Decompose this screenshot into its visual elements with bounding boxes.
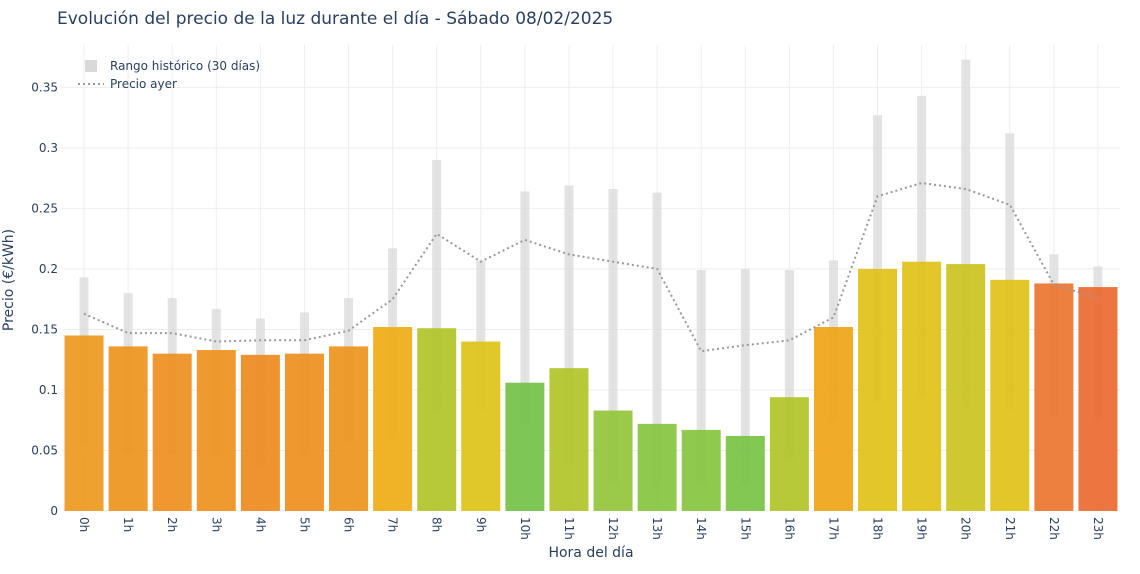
chart-title: Evolución del precio de la luz durante e… xyxy=(57,9,613,29)
bar-20h[interactable] xyxy=(946,264,986,511)
bar-3h[interactable] xyxy=(196,350,236,511)
x-tick-label: 2h xyxy=(165,517,179,532)
range-bar-18h[interactable] xyxy=(873,115,883,403)
bar-16h[interactable] xyxy=(769,397,809,511)
x-tick-label: 14h xyxy=(694,517,708,540)
x-tick-label: 13h xyxy=(650,517,664,540)
price-bars xyxy=(64,261,1118,511)
y-tick-label: 0.05 xyxy=(31,443,58,457)
x-tick-label: 17h xyxy=(826,517,840,540)
x-tick-label: 20h xyxy=(959,517,973,540)
bar-2h[interactable] xyxy=(152,353,192,511)
bar-5h[interactable] xyxy=(284,353,324,511)
x-tick-label: 15h xyxy=(738,517,752,540)
x-tick-label: 10h xyxy=(518,517,532,540)
x-tick-label: 5h xyxy=(297,517,311,532)
x-tick-label: 1h xyxy=(121,517,135,532)
x-tick-label: 21h xyxy=(1003,517,1017,540)
bar-8h[interactable] xyxy=(417,328,457,511)
range-bar-11h[interactable] xyxy=(564,185,574,466)
x-tick-label: 16h xyxy=(782,517,796,540)
y-tick-label: 0.3 xyxy=(39,141,58,155)
range-bar-9h[interactable] xyxy=(476,260,486,411)
x-tick-label: 19h xyxy=(915,517,929,540)
x-tick-label: 0h xyxy=(77,517,91,532)
x-tick-label: 18h xyxy=(871,517,885,540)
x-tick-label: 7h xyxy=(386,517,400,532)
y-tick-label: 0.25 xyxy=(31,201,58,215)
bar-11h[interactable] xyxy=(549,368,589,511)
legend-yesterday-label[interactable]: Precio ayer xyxy=(110,77,177,91)
bar-6h[interactable] xyxy=(329,346,369,511)
y-tick-label: 0.2 xyxy=(39,262,58,276)
range-bar-14h[interactable] xyxy=(696,270,706,486)
x-tick-label: 4h xyxy=(253,517,267,532)
y-tick-label: 0.1 xyxy=(39,383,58,397)
range-bar-8h[interactable] xyxy=(432,159,442,413)
range-bar-21h[interactable] xyxy=(1005,133,1015,411)
range-bar-16h[interactable] xyxy=(784,270,794,461)
bar-7h[interactable] xyxy=(373,327,413,511)
bar-14h[interactable] xyxy=(681,429,721,511)
x-tick-label: 9h xyxy=(474,517,488,532)
x-tick-label: 8h xyxy=(430,517,444,532)
legend: Rango histórico (30 días) Precio ayer xyxy=(78,59,260,91)
range-bar-10h[interactable] xyxy=(520,191,530,426)
bar-12h[interactable] xyxy=(593,410,633,511)
bar-15h[interactable] xyxy=(725,435,765,511)
y-tick-label: 0.35 xyxy=(31,80,58,94)
bar-10h[interactable] xyxy=(505,382,545,511)
bar-22h[interactable] xyxy=(1034,283,1074,511)
range-bar-12h[interactable] xyxy=(608,189,618,486)
bar-1h[interactable] xyxy=(108,346,148,511)
x-tick-label: 23h xyxy=(1091,517,1105,540)
bar-9h[interactable] xyxy=(461,341,501,511)
legend-range-label[interactable]: Rango histórico (30 días) xyxy=(110,59,260,73)
y-tick-label: 0 xyxy=(50,504,58,518)
bar-18h[interactable] xyxy=(858,268,898,511)
range-bar-19h[interactable] xyxy=(917,95,927,399)
range-bar-15h[interactable] xyxy=(740,268,750,485)
x-tick-label: 12h xyxy=(606,517,620,540)
bar-13h[interactable] xyxy=(637,423,677,511)
x-tick-label: 11h xyxy=(562,517,576,540)
x-axis-title: Hora del día xyxy=(548,545,633,561)
y-axis-ticks: 0 0.05 0.1 0.15 0.2 0.25 0.3 0.35 xyxy=(31,80,58,518)
range-bar-13h[interactable] xyxy=(652,192,662,487)
legend-range-swatch[interactable] xyxy=(85,60,97,72)
x-tick-label: 6h xyxy=(342,517,356,532)
bar-4h[interactable] xyxy=(240,354,280,511)
bar-17h[interactable] xyxy=(813,327,853,511)
bar-19h[interactable] xyxy=(902,261,942,511)
range-bar-20h[interactable] xyxy=(961,59,971,407)
bar-21h[interactable] xyxy=(990,279,1030,511)
y-tick-label: 0.15 xyxy=(31,322,58,336)
bar-0h[interactable] xyxy=(64,335,104,511)
bar-23h[interactable] xyxy=(1078,287,1118,511)
x-axis-ticks: 0h 1h 2h 3h 4h 5h 6h 7h 8h 9h 10h 11h 12h 13h 14h 15h 16… xyxy=(77,517,1105,540)
x-tick-label: 22h xyxy=(1047,517,1061,540)
y-axis-title: Precio (€/kWh) xyxy=(1,229,17,331)
x-tick-label: 3h xyxy=(209,517,223,532)
